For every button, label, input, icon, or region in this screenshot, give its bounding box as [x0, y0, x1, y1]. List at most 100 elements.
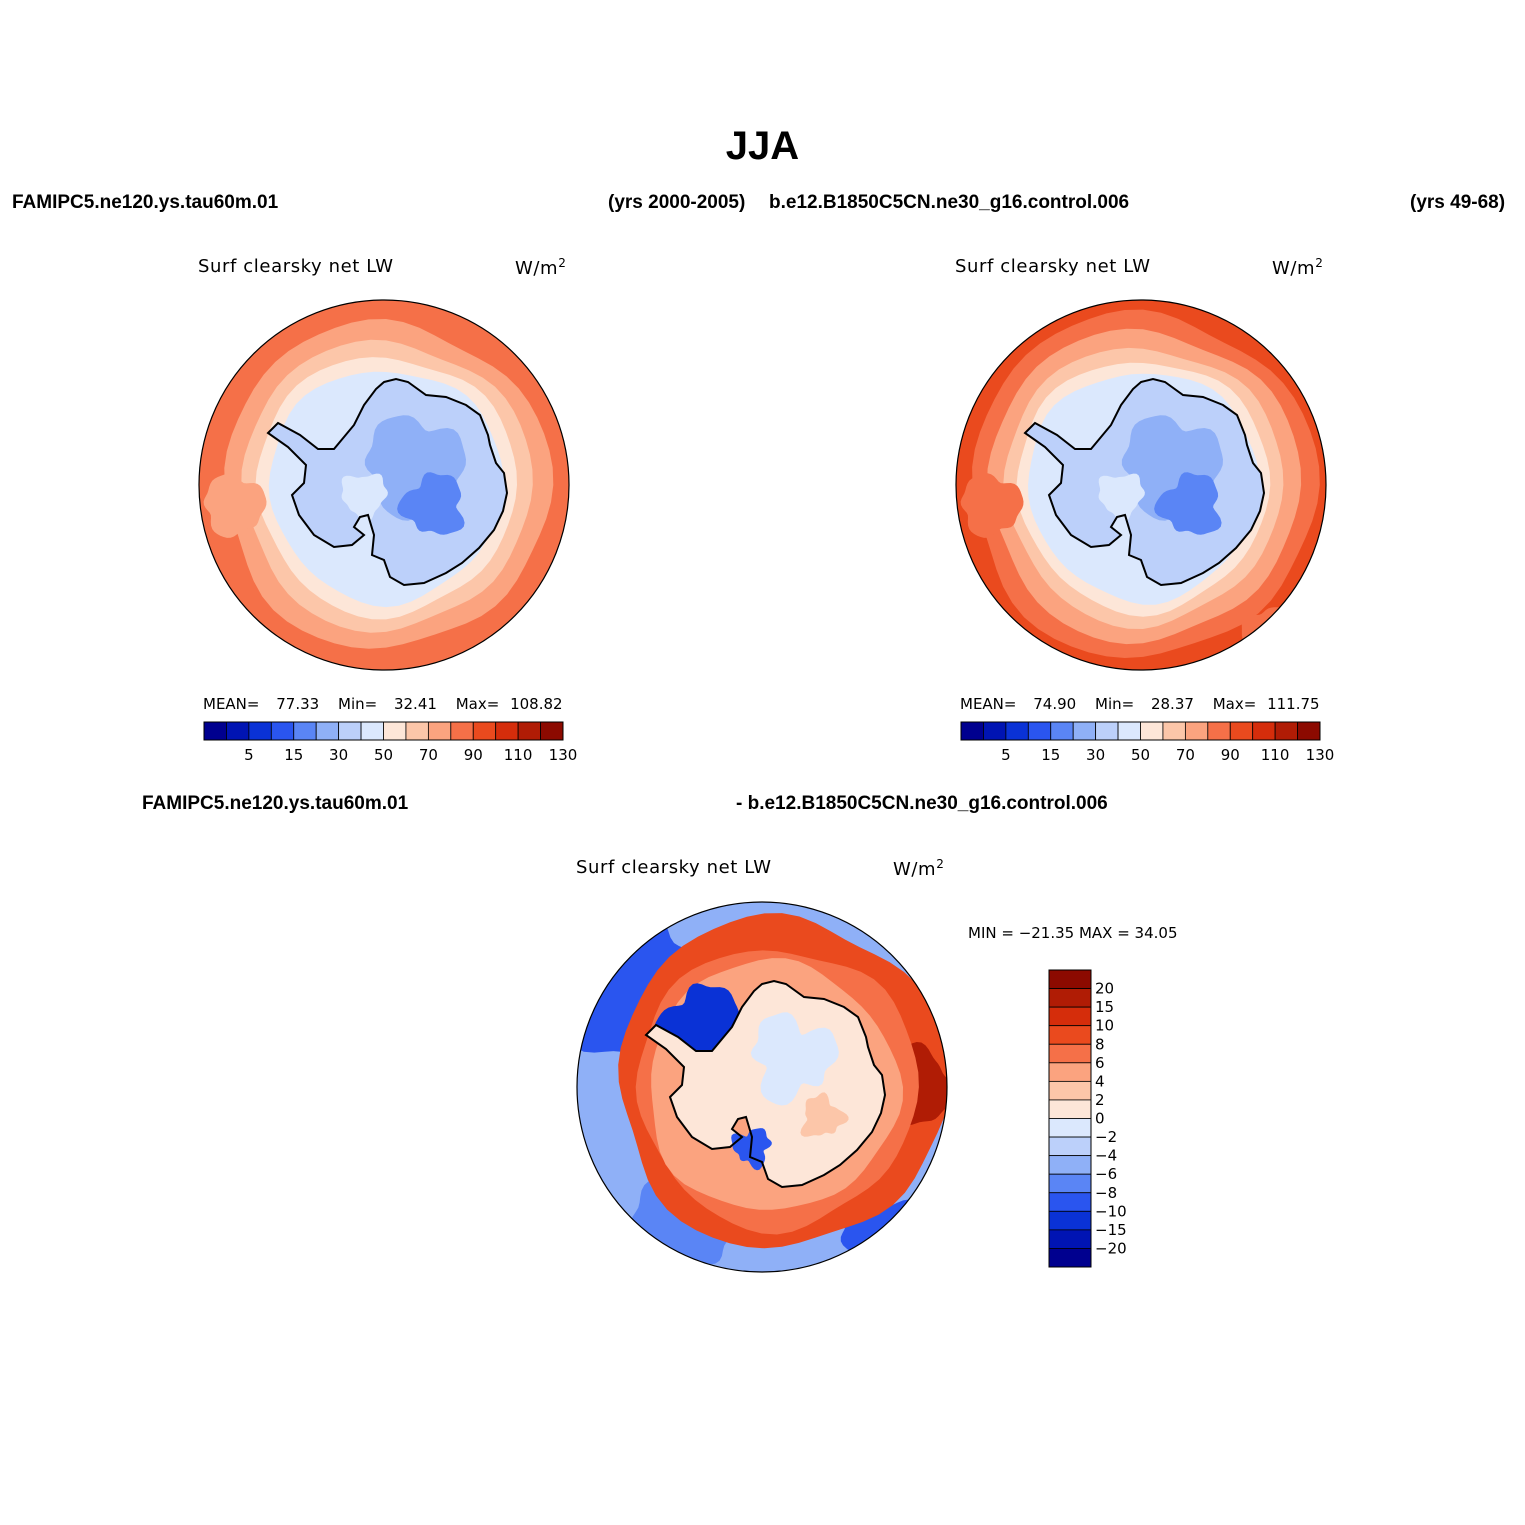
- panel2-colorbar-cell-13: [1252, 721, 1276, 741]
- header-right-years: (yrs 49-68): [1410, 192, 1506, 213]
- panel3-colorbar-label: −8: [1095, 1184, 1117, 1202]
- panel1-map: [198, 299, 570, 671]
- panel3-colorbar-cell-1: [1048, 988, 1092, 1008]
- panel2-frame: [955, 299, 1327, 671]
- panel2-coastal-patch: [1098, 473, 1145, 524]
- panel1-frame: [198, 299, 570, 671]
- panel1-coastline: [266, 377, 509, 587]
- panel1-stats: MEAN= 77.33 Min= 32.41 Max= 108.82: [203, 695, 563, 713]
- panel1-colorbar-tick-label: 30: [329, 746, 348, 764]
- panel1-min-label: Min=: [338, 695, 378, 713]
- panel1-colorbar-cell-14: [517, 721, 541, 741]
- panel3-continent-pos: [800, 1092, 849, 1137]
- panel1-units: W/m2: [515, 256, 567, 279]
- panel3-colorbar-cell-11: [1048, 1173, 1092, 1194]
- panel3-colorbar-label: 15: [1095, 998, 1114, 1016]
- panel2-colorbar-tick-label: 130: [1306, 746, 1335, 764]
- panel2-colorbar-cell-14: [1274, 721, 1298, 741]
- panel2-mean: 74.90: [1033, 695, 1077, 713]
- panel3-colorbar-label: 8: [1095, 1035, 1105, 1053]
- panel2-ocean-patch-1: [960, 473, 1024, 538]
- panel3-colorbar-cell-2: [1048, 1006, 1092, 1027]
- panel3-units: W/m2: [893, 857, 945, 880]
- panel3-colorbar-label: 20: [1095, 980, 1114, 998]
- panel1-title: Surf clearsky net LW: [198, 256, 394, 277]
- panel3-colorbar-label: −20: [1095, 1239, 1127, 1257]
- panel1-colorbar-tick-label: 5: [244, 746, 254, 764]
- panel1-colorbar-tick-label: 50: [374, 746, 393, 764]
- panel1-max-label: Max=: [455, 695, 500, 713]
- panel3-colorbar-cell-14: [1048, 1229, 1092, 1249]
- panel2-units: W/m2: [1272, 256, 1324, 279]
- panel2-colorbar-cell-5: [1072, 721, 1097, 741]
- panel3-continent-neg: [750, 1012, 839, 1106]
- panel2-colorbar-cell-15: [1297, 721, 1321, 741]
- panel2-colorbar-cell-12: [1229, 721, 1254, 741]
- panel1-colorbar-cell-11: [450, 721, 474, 741]
- panel3-map: [576, 901, 948, 1273]
- panel1-colorbar-cell-0: [203, 721, 227, 741]
- panel2-colorbar-cell-4: [1050, 721, 1074, 741]
- panel2-colorbar-tick-label: 5: [1001, 746, 1011, 764]
- panel3-colorbar-frame: [1048, 969, 1092, 1268]
- header-right-case: b.e12.B1850C5CN.ne30_g16.control.006: [769, 192, 1130, 213]
- panel2-colorbar-cell-11: [1207, 721, 1231, 741]
- panel1-colorbar-tick-label: 90: [464, 746, 483, 764]
- panel3-colorbar-label: −2: [1095, 1128, 1117, 1146]
- panel1-colorbar-tick-label: 130: [549, 746, 578, 764]
- panel3-stats: MIN = −21.35 MAX = 34.05: [968, 924, 1178, 942]
- panel2-colorbar-tick-label: 70: [1176, 746, 1195, 764]
- panel1-colorbar-cell-15: [540, 721, 564, 741]
- panel1-colorbar-frame: [203, 721, 564, 741]
- panel3-colorbar-label: −6: [1095, 1165, 1117, 1183]
- panel1-colorbar-tick-label: 15: [284, 746, 303, 764]
- panel2-colorbar-cell-1: [983, 721, 1007, 741]
- panel1-colorbar-cell-8: [383, 721, 407, 741]
- panel2-min-label: Min=: [1095, 695, 1135, 713]
- panel3-colorbar-label: −4: [1095, 1147, 1117, 1165]
- panel2-colorbar-cell-0: [960, 721, 984, 741]
- panel1-colorbar-tick-label: 70: [419, 746, 438, 764]
- panel1-min: 32.41: [393, 695, 437, 713]
- panel3-colorbar-label: −15: [1095, 1221, 1127, 1239]
- panel2-colorbar-cell-3: [1027, 721, 1052, 741]
- panel3-colorbar-cell-12: [1048, 1192, 1092, 1212]
- panel1-mean: 77.33: [276, 695, 320, 713]
- panel3-coastline: [644, 979, 887, 1189]
- panel1-colorbar-cell-9: [405, 721, 429, 741]
- header-left-case: FAMIPC5.ne120.ys.tau60m.01: [12, 192, 279, 213]
- panel3-colorbar-label: 2: [1095, 1091, 1105, 1109]
- panel1-colorbar-cell-2: [248, 721, 272, 741]
- panel3-colorbar-cell-7: [1048, 1099, 1092, 1119]
- panel3-colorbar-label: 4: [1095, 1072, 1105, 1090]
- panel1-colorbar-cell-4: [293, 721, 317, 741]
- panel3-colorbar-cell-8: [1048, 1118, 1092, 1138]
- panel2-colorbar-cell-9: [1162, 721, 1186, 741]
- panel2-colorbar-tick-label: 50: [1131, 746, 1150, 764]
- panel2-min: 28.37: [1150, 695, 1194, 713]
- figure-title: JJA: [725, 124, 800, 168]
- panel2-interior-low-2: [1154, 472, 1222, 535]
- diff-header-right: - b.e12.B1850C5CN.ne30_g16.control.006: [736, 793, 1108, 814]
- panel2-colorbar-frame: [960, 721, 1321, 741]
- panel1-colorbar-cell-12: [472, 721, 497, 741]
- panel1-colorbar-cell-7: [360, 721, 384, 741]
- panel2-map: [955, 299, 1327, 671]
- panel1-coastal-patch: [341, 473, 388, 524]
- header-left-years: (yrs 2000-2005): [608, 192, 746, 213]
- panel3-colorbar-cell-13: [1048, 1210, 1092, 1231]
- panel2-mean-label: MEAN=: [960, 695, 1017, 713]
- panel2-max-label: Max=: [1212, 695, 1257, 713]
- panel2-colorbar-tick-label: 15: [1041, 746, 1060, 764]
- panel1-colorbar-cell-5: [315, 721, 340, 741]
- panel2-colorbar-tick-label: 110: [1261, 746, 1290, 764]
- panel1-colorbar-tick-label: 110: [504, 746, 533, 764]
- panel1-colorbar-cell-6: [338, 721, 362, 741]
- panel1-mean-label: MEAN=: [203, 695, 260, 713]
- panel1-colorbar-cell-13: [495, 721, 519, 741]
- panel3-title: Surf clearsky net LW: [576, 857, 772, 878]
- panel3-colorbar-cell-0: [1048, 969, 1092, 989]
- panel3-colorbar-label: 6: [1095, 1054, 1105, 1072]
- panel1-interior-low-2: [397, 472, 465, 535]
